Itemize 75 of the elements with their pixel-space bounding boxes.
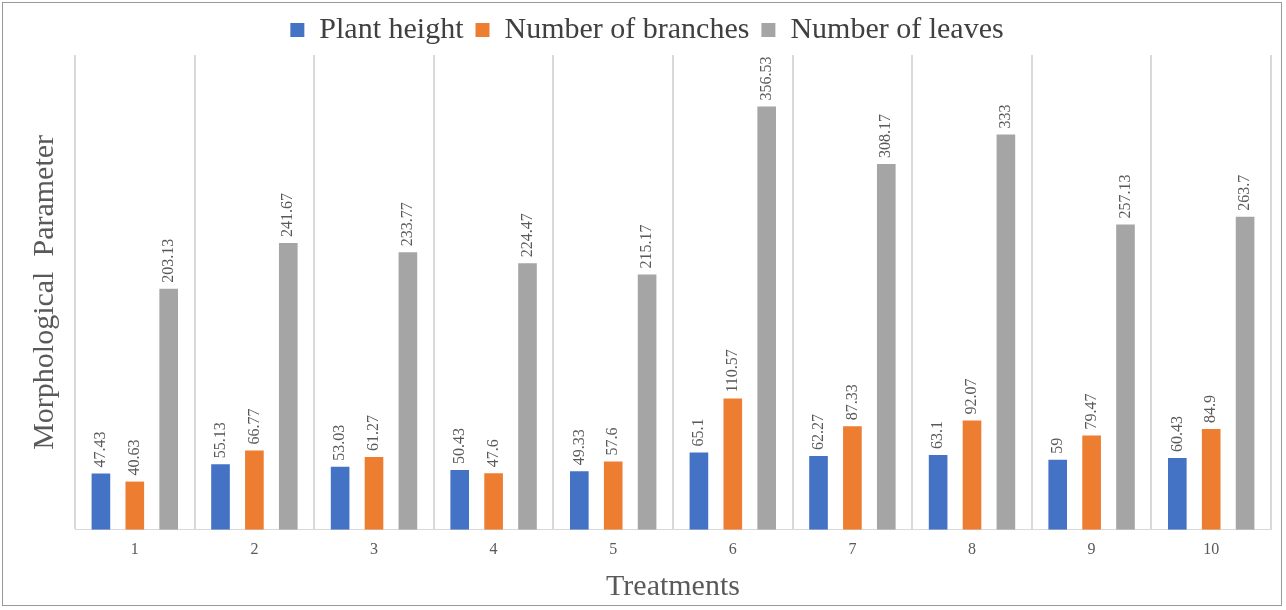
legend-label: Number of branches	[504, 10, 750, 44]
x-tick-label: 10	[1203, 539, 1220, 557]
x-tick-label: 7	[848, 539, 857, 557]
data-label: 47.6	[483, 439, 501, 468]
legend-label: Plant height	[319, 10, 465, 44]
bar	[484, 473, 503, 530]
bar	[843, 426, 862, 530]
data-label: 87.33	[842, 384, 860, 421]
x-axis-title: Treatments	[606, 567, 740, 601]
data-label: 257.13	[1115, 174, 1133, 219]
data-label: 233.77	[398, 202, 416, 247]
data-label: 47.43	[91, 431, 109, 468]
x-tick-label: 5	[609, 539, 618, 557]
data-label: 92.07	[962, 378, 980, 415]
bar	[1082, 435, 1101, 530]
bar	[518, 263, 537, 530]
data-label: 308.17	[876, 114, 894, 158]
bar	[1116, 224, 1135, 530]
bar	[245, 450, 264, 530]
bar	[1201, 429, 1221, 530]
x-tick-label: 4	[489, 539, 498, 557]
bar	[330, 466, 350, 530]
bar	[364, 457, 384, 530]
bar	[159, 288, 179, 530]
data-label: 62.27	[808, 413, 826, 450]
data-label: 203.13	[158, 238, 176, 283]
x-tick-label: 9	[1087, 539, 1096, 557]
x-tick-label: 1	[130, 539, 139, 557]
legend-label: Number of leaves	[790, 10, 1004, 44]
data-label: 84.9	[1201, 395, 1219, 424]
bar	[637, 274, 657, 530]
bar	[1048, 459, 1068, 530]
x-tick-label: 3	[370, 539, 378, 557]
bar	[809, 455, 828, 530]
bar	[125, 481, 145, 530]
bar	[211, 464, 230, 530]
data-label: 224.47	[517, 213, 535, 258]
bar	[603, 461, 623, 530]
bar	[570, 471, 589, 530]
data-label: 53.03	[330, 424, 348, 461]
bar	[962, 420, 982, 530]
data-label: 49.33	[569, 429, 587, 466]
bar	[398, 252, 418, 530]
data-label: 263.7	[1235, 174, 1253, 211]
bar	[1167, 458, 1187, 530]
bar	[876, 164, 896, 530]
data-label: 55.13	[210, 422, 228, 459]
data-label: 57.6	[603, 427, 621, 456]
x-tick-label: 8	[968, 539, 976, 557]
bar	[996, 134, 1016, 530]
bar	[757, 106, 777, 530]
data-label: 59	[1047, 437, 1065, 454]
y-axis-title: Morphological Parameter	[25, 134, 59, 450]
bar	[928, 454, 948, 530]
data-label: 66.77	[244, 408, 262, 445]
data-label: 65.1	[689, 418, 707, 447]
x-tick-label: 6	[728, 539, 737, 557]
bar	[450, 469, 470, 530]
data-label: 241.67	[278, 192, 296, 237]
bar	[278, 242, 298, 530]
data-label: 60.43	[1167, 416, 1185, 453]
data-label: 110.57	[723, 349, 740, 393]
bar	[1235, 216, 1255, 530]
data-label: 356.53	[756, 56, 774, 101]
data-label: 61.27	[364, 415, 382, 452]
bar	[689, 452, 709, 530]
x-tick-label: 2	[250, 539, 259, 557]
data-label: 333	[996, 104, 1014, 129]
data-label: 79.47	[1081, 393, 1099, 430]
data-label: 50.43	[449, 427, 467, 464]
bar	[723, 398, 743, 530]
bar	[91, 473, 111, 530]
data-label: 63.1	[928, 420, 946, 449]
data-label: 215.17	[637, 224, 655, 269]
data-label: 40.63	[125, 439, 142, 476]
